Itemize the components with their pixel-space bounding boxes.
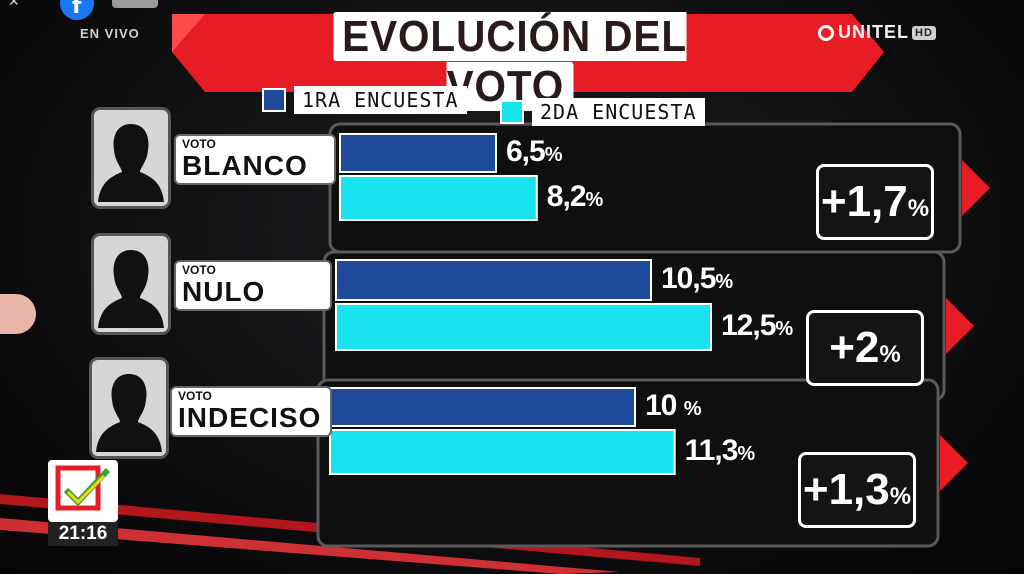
difference-box-indeciso: +1,3%	[798, 452, 916, 528]
live-label: EN VIVO	[80, 26, 140, 41]
row-arrow-indeciso	[940, 435, 968, 491]
presenter-hand	[0, 294, 36, 334]
top-status-bar: ✕	[0, 0, 1024, 20]
bar-blanco-series2	[339, 175, 538, 221]
value-label-blanco-series2: 8,2%	[546, 180, 604, 213]
row-arrow-blanco	[962, 160, 990, 216]
row-arrow-nulo	[946, 298, 974, 354]
hd-badge: HD	[912, 26, 936, 40]
bottom-stripe-2	[0, 518, 620, 574]
category-blanco: VOTO BLANCO	[176, 136, 334, 183]
difference-box-blanco: +1,7%	[816, 164, 934, 240]
bar-indeciso-series2	[329, 429, 676, 475]
bar-nulo-series1	[335, 259, 652, 301]
legend-swatch-series1	[262, 88, 286, 112]
bar-blanco-series1	[339, 133, 497, 173]
legend-label-series2: 2DA ENCUESTA	[532, 98, 705, 126]
facebook-icon	[60, 0, 94, 20]
difference-box-nulo: +2%	[806, 310, 924, 386]
channel-logo	[48, 460, 118, 522]
legend-label-series1: 1RA ENCUESTA	[294, 86, 467, 114]
bar-indeciso-series1	[329, 387, 636, 427]
checkmark-logo-icon	[55, 465, 111, 511]
title-banner-left-stripe	[172, 14, 205, 52]
clock-time: 21:16	[48, 522, 118, 546]
live-pill	[112, 0, 158, 8]
bar-nulo-series2	[335, 303, 712, 351]
avatar-indeciso	[92, 360, 166, 456]
value-label-nulo-series2: 12,5%	[721, 309, 793, 342]
unitel-logo-icon	[818, 25, 834, 41]
category-indeciso: VOTO INDECISO	[172, 388, 330, 435]
brand-logo: UNITEL HD	[818, 22, 936, 43]
category-nulo: VOTO NULO	[176, 262, 330, 309]
person-silhouette-icon	[98, 124, 164, 202]
legend-swatch-series2	[500, 100, 524, 124]
value-label-blanco-series1: 6,5%	[506, 135, 563, 168]
value-label-nulo-series1: 10,5%	[661, 262, 733, 295]
person-silhouette-icon	[98, 250, 164, 328]
value-label-indeciso-series1: 10 %	[645, 389, 702, 422]
avatar-blanco	[94, 110, 168, 206]
value-label-indeciso-series2: 11,3%	[684, 434, 756, 467]
person-silhouette-icon	[96, 374, 162, 452]
close-icon[interactable]: ✕	[8, 0, 20, 10]
avatar-nulo	[94, 236, 168, 332]
